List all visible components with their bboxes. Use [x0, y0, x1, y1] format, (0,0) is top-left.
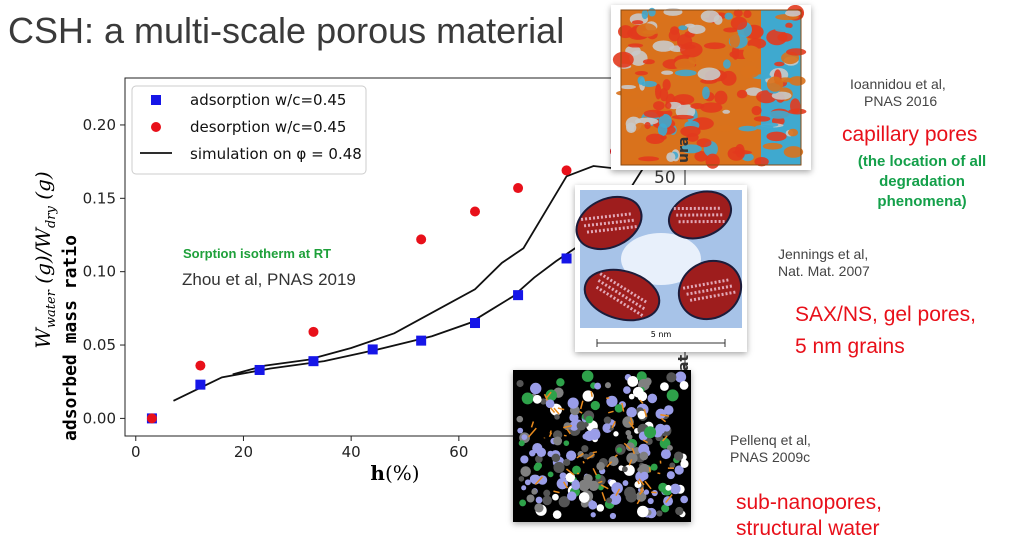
- adsorption-point: [308, 356, 319, 367]
- x-tick-label: 40: [342, 443, 361, 461]
- slide-title: CSH: a multi-scale porous material: [8, 10, 565, 51]
- degradation-note-line3: phenomena): [877, 193, 967, 210]
- jennings-ref-line2: Nat. Mat. 2007: [778, 263, 870, 279]
- legend-desorption-label: desorption w/c=0.45: [190, 118, 346, 136]
- scale-bar-label: 5 nm: [651, 330, 672, 339]
- y-tick-label: 0.15: [83, 189, 116, 207]
- x-tick-label: 20: [234, 443, 253, 461]
- y-tick-label: 0.00: [83, 409, 116, 427]
- y-axis-label: Wwater (g)/Wdry (g): [31, 171, 59, 348]
- adsorption-point: [367, 344, 378, 355]
- desorption-point: [561, 165, 572, 176]
- legend-simulation-label: simulation on φ = 0.48: [190, 145, 362, 163]
- subnano-label: sub-nanopores, structural water: [736, 490, 882, 542]
- y-axis-ticks: 0.00 0.05 0.10 0.15 0.20: [83, 116, 125, 427]
- x-axis-label: h(%): [370, 461, 419, 485]
- hidden-axis-tick: 50: [654, 168, 676, 188]
- capillary-pore-image: [611, 5, 811, 170]
- adsorption-point: [254, 364, 265, 375]
- degradation-note: (the location of all degradation phenome…: [832, 152, 1012, 212]
- zhou-citation: Zhou et al, PNAS 2019: [182, 270, 356, 289]
- hidden-axis-label-b: at: [676, 354, 692, 371]
- jennings-ref-line1: Jennings et al,: [778, 246, 869, 262]
- legend: adsorption w/c=0.45 desorption w/c=0.45 …: [131, 85, 367, 175]
- sax-label: SAX/NS, gel pores, 5 nm grains: [795, 302, 976, 360]
- hidden-axis-label-a: ura: [676, 136, 692, 163]
- molecular-image: [513, 370, 691, 522]
- x-axis-ticks: 0 20 40 60: [131, 436, 468, 461]
- subnano-label-line1: sub-nanopores,: [736, 491, 882, 514]
- adsorption-point: [470, 318, 480, 329]
- sax-label-line2: 5 nm grains: [795, 335, 905, 358]
- degradation-note-line2: degradation: [879, 173, 965, 190]
- sax-label-line1: SAX/NS, gel pores,: [795, 303, 976, 326]
- pellenq-ref-line2: PNAS 2009c: [730, 449, 811, 465]
- y-tick-label: 0.10: [83, 263, 116, 281]
- desorption-point: [195, 360, 206, 371]
- x-tick-label: 0: [131, 443, 141, 461]
- degradation-note-line1: (the location of all: [857, 153, 987, 170]
- adsorption-point: [195, 379, 206, 390]
- atom-cloud: [516, 370, 689, 520]
- desorption-point: [470, 206, 480, 217]
- sorption-annotation: Sorption isotherm at RT: [183, 246, 332, 261]
- subnano-label-line2: structural water: [736, 517, 880, 540]
- pellenq-ref-line1: Pellenq et al,: [730, 432, 811, 448]
- pore-texture: [612, 5, 807, 169]
- desorption-point: [308, 326, 319, 337]
- y-tick-label: 0.20: [83, 116, 116, 134]
- x-tick-label: 60: [449, 443, 468, 461]
- desorption-point: [416, 234, 427, 245]
- grain-image: 5 nm: [575, 185, 747, 352]
- adsorption-point: [513, 290, 524, 301]
- desorption-point: [146, 413, 157, 424]
- legend-desorption-marker: [151, 122, 161, 132]
- capillary-label: capillary pores: [842, 123, 978, 146]
- jennings-ref: Jennings et al, Nat. Mat. 2007: [778, 246, 870, 280]
- y-axis-label-secondary: adsorbed mass ratio: [60, 235, 81, 441]
- ioannidou-ref-line2: PNAS 2016: [864, 93, 938, 109]
- adsorption-point: [561, 253, 572, 264]
- grain-shapes: [575, 190, 743, 322]
- legend-adsorption-label: adsorption w/c=0.45: [190, 91, 346, 109]
- ioannidou-ref-line1: Ioannidou et al,: [850, 76, 946, 92]
- adsorption-point: [416, 335, 427, 346]
- desorption-point: [513, 183, 524, 194]
- pellenq-ref: Pellenq et al, PNAS 2009c: [730, 432, 811, 466]
- legend-adsorption-marker: [151, 95, 161, 105]
- ioannidou-ref: Ioannidou et al, PNAS 2016: [850, 76, 946, 110]
- y-tick-label: 0.05: [83, 336, 116, 354]
